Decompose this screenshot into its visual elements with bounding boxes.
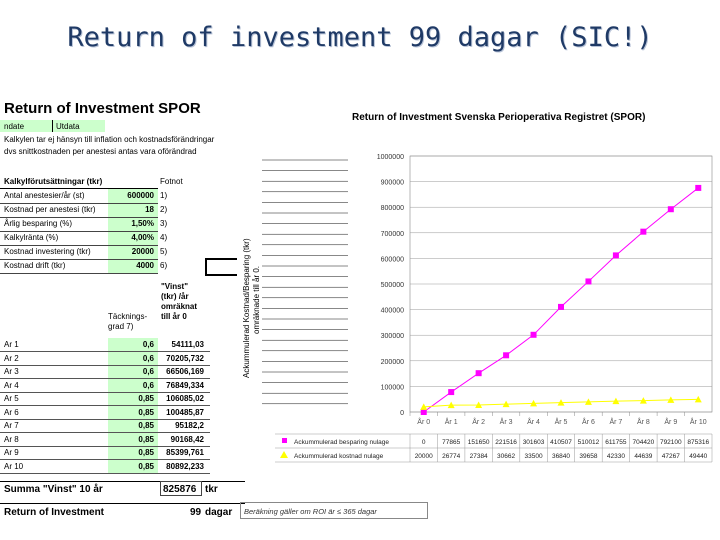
year-coverage: 0,85 <box>138 434 154 444</box>
year-label: Ar 7 <box>4 421 19 430</box>
year-label: Ar 10 <box>4 461 24 471</box>
year-coverage: 0,6 <box>142 340 154 349</box>
year-coverage: 0,85 <box>138 407 154 417</box>
year-vinst: 76849,334 <box>166 380 204 390</box>
year-label: Ar 9 <box>4 448 19 457</box>
assumption-label: Kostnad drift (tkr) <box>4 261 66 270</box>
year-label: Ar 8 <box>4 434 19 444</box>
year-coverage: 0,6 <box>142 380 154 390</box>
bracket-mark <box>205 258 237 276</box>
description-line-2: dvs snittkostnaden per anestesi antas va… <box>4 147 197 156</box>
footnote-header: Fotnot <box>160 177 183 186</box>
slide-title: Return of investment 99 dagar (SIC!) <box>67 22 653 53</box>
assumption-note: 3) <box>160 219 168 228</box>
roi-value: 99 <box>190 507 202 518</box>
year-coverage: 0,6 <box>142 367 154 376</box>
assumption-label: Kostnad per anestesi (tkr) <box>4 205 96 214</box>
roi-note: Beräkning gäller om ROI är ≤ 365 dagar <box>240 502 428 519</box>
assumption-note: 4) <box>160 233 168 242</box>
assumption-label: Antal anestesier/år (st) <box>4 191 85 200</box>
assumption-value: 20000 <box>131 247 154 256</box>
header-cell-input: ndate <box>4 122 25 131</box>
assumption-label: Årlig besparing (%) <box>4 219 73 228</box>
year-vinst: 85399,761 <box>166 448 204 457</box>
assumption-note: 1) <box>160 191 168 200</box>
assumption-value: 600000 <box>127 191 154 200</box>
assumption-note: 2) <box>160 205 168 214</box>
roi-label: Return of Investment <box>4 507 105 518</box>
year-coverage: 0,85 <box>138 448 154 457</box>
year-coverage: 0,85 <box>138 394 154 403</box>
year-vinst: 106085,02 <box>166 394 204 403</box>
year-label: Ar 6 <box>4 407 19 417</box>
sheet-title: Return of Investment SPOR <box>4 100 201 117</box>
spreadsheet: Return of Investment SPOR ndate Utdata K… <box>0 98 245 523</box>
year-vinst: 54111,03 <box>171 340 204 349</box>
year-vinst: 70205,732 <box>166 353 204 363</box>
chart-area <box>240 100 715 467</box>
description-line-1: Kalkylen tar ej hänsyn till inflation oc… <box>4 135 215 144</box>
assumption-note: 5) <box>160 247 168 256</box>
summa-value: 825876 <box>163 484 197 495</box>
assumption-note: 6) <box>160 261 168 270</box>
chart-ylabel-2: omräknade till år 0. <box>252 265 261 334</box>
vinst-header: "Vinst" (tkr) /år omräknat till år 0 <box>161 282 198 321</box>
coverage-header: Täcknings- grad 7) <box>108 312 148 331</box>
assumption-value: 4000 <box>136 261 154 270</box>
year-coverage: 0,85 <box>138 421 154 430</box>
assumption-value: 18 <box>145 205 154 214</box>
summa-label: Summa "Vinst" 10 år <box>4 484 103 495</box>
assumption-value: 1,50% <box>131 219 154 228</box>
assumption-label: Kostnad investering (tkr) <box>4 247 91 256</box>
year-label: Ar 3 <box>4 367 19 376</box>
chart-ylabel: Ackummulerad Kostnad/Besparing (tkr) <box>242 238 251 378</box>
summa-unit: tkr <box>205 484 218 495</box>
year-label: Ar 2 <box>4 353 19 363</box>
year-vinst: 80892,233 <box>166 461 204 471</box>
year-label: Ar 4 <box>4 380 19 390</box>
year-label: Ar 1 <box>4 340 19 349</box>
header-cell-output: Utdata <box>56 122 80 131</box>
roi-unit: dagar <box>205 507 233 518</box>
year-vinst: 90168,42 <box>170 434 204 444</box>
year-coverage: 0,6 <box>142 353 154 363</box>
assumption-label: Kalkylränta (%) <box>4 233 59 242</box>
assumption-value: 4,00% <box>131 233 154 242</box>
assumptions-header: Kalkylförutsättningar (tkr) <box>4 177 103 186</box>
year-label: Ar 5 <box>4 394 19 403</box>
year-vinst: 100485,87 <box>166 407 204 417</box>
chart-title: Return of Investment Svenska Perioperati… <box>352 112 646 123</box>
year-coverage: 0,85 <box>138 461 154 471</box>
year-vinst: 66506,169 <box>166 367 204 376</box>
year-vinst: 95182,2 <box>175 421 204 430</box>
